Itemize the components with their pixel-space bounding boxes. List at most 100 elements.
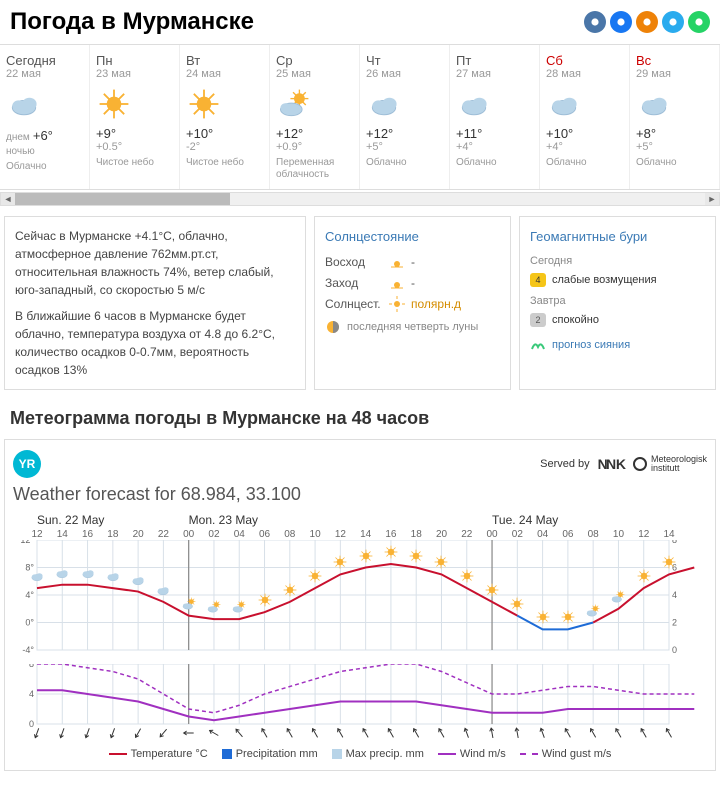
day-date: 26 мая — [366, 68, 443, 80]
scrollbar-thumb[interactable] — [15, 193, 230, 205]
chart-weather-icon — [206, 599, 222, 618]
day-desc: Облачно — [366, 157, 443, 169]
share-wa-button[interactable] — [688, 11, 710, 33]
sunset-label: Заход — [325, 274, 383, 292]
day-card[interactable]: Сегодня 22 мая днем +6°ночью Облачно — [0, 45, 90, 189]
geo-tomorrow-label: Завтра — [530, 293, 705, 310]
geo-tomorrow-badge: 2 — [530, 313, 546, 327]
chart-weather-icon — [181, 596, 197, 615]
day-desc: Облачно — [636, 157, 713, 169]
day-card[interactable]: Сб 28 мая +10°+4° Облачно — [540, 45, 630, 189]
chart-weather-icon — [636, 568, 652, 587]
svg-text:0: 0 — [672, 645, 677, 655]
day-name: Чт — [366, 53, 443, 68]
aurora-link[interactable]: прогноз сияния — [552, 337, 630, 354]
share-vk-button[interactable] — [584, 11, 606, 33]
chart-hour-label: 12 — [24, 529, 49, 540]
share-tg-button[interactable] — [662, 11, 684, 33]
svg-text:0°: 0° — [25, 618, 34, 628]
chart-weather-icon — [433, 554, 449, 573]
chart-weather-icon — [610, 589, 626, 608]
met-institute-logo: Meteorologiskinstitutt — [633, 455, 707, 473]
aurora-icon — [530, 337, 546, 353]
geomagnetic-box: Геомагнитные бури Сегодня 4 слабые возму… — [519, 216, 716, 390]
weather-icon — [276, 86, 353, 122]
chart-hour-label: 20 — [429, 529, 454, 540]
chart-hour-label: 08 — [581, 529, 606, 540]
chart-hour-label: 06 — [555, 529, 580, 540]
forecast-strip: Сегодня 22 мая днем +6°ночью ОблачноПн 2… — [0, 44, 720, 190]
geo-today-badge: 4 — [530, 273, 546, 287]
sunrise-label: Восход — [325, 253, 383, 271]
current-conditions-box: Сейчас в Мурманске +4.1°С, облачно, атмо… — [4, 216, 306, 390]
chart-day-label: Sun. 22 May — [37, 513, 189, 527]
day-name: Сб — [546, 53, 623, 68]
sunrise-value: - — [411, 253, 415, 271]
chart-hour-label: 22 — [151, 529, 176, 540]
sunset-value: - — [411, 274, 415, 292]
day-desc: Чистое небо — [96, 157, 173, 169]
chart-hour-label: 22 — [454, 529, 479, 540]
day-card[interactable]: Ср 25 мая +12°+0.9° Переменная облачност… — [270, 45, 360, 189]
day-card[interactable]: Чт 26 мая +12°+5° Облачно — [360, 45, 450, 189]
chart-weather-icon — [535, 609, 551, 628]
chart-hour-label: 10 — [606, 529, 631, 540]
chart-hour-label: 08 — [277, 529, 302, 540]
chart-weather-icon — [105, 568, 121, 587]
svg-text:4°: 4° — [25, 590, 34, 600]
svg-text:4: 4 — [29, 689, 34, 699]
chart-hour-label: 18 — [404, 529, 429, 540]
day-name: Сегодня — [6, 53, 83, 68]
weather-icon — [456, 86, 533, 122]
share-ok-button[interactable] — [636, 11, 658, 33]
day-desc: Переменная облачность — [276, 157, 353, 181]
svg-text:12°: 12° — [20, 540, 34, 545]
current-conditions-text: Сейчас в Мурманске +4.1°С, облачно, атмо… — [15, 227, 295, 299]
chart-hour-label: 02 — [505, 529, 530, 540]
share-fb-button[interactable] — [610, 11, 632, 33]
chart-hour-label: 10 — [302, 529, 327, 540]
day-card[interactable]: Пн 23 мая +9°+0.5° Чистое небо — [90, 45, 180, 189]
svg-text:8: 8 — [672, 540, 677, 545]
day-card[interactable]: Вс 29 мая +8°+5° Облачно — [630, 45, 720, 189]
weather-icon — [6, 86, 83, 122]
day-name: Пн — [96, 53, 173, 68]
chart-hour-label: 14 — [656, 529, 681, 540]
chart-hour-label: 14 — [50, 529, 75, 540]
chart-hour-label: 12 — [631, 529, 656, 540]
chart-hour-label: 00 — [479, 529, 504, 540]
chart-weather-icon — [383, 544, 399, 563]
day-card[interactable]: Пт 27 мая +11°+4° Облачно — [450, 45, 540, 189]
scroll-right-arrow[interactable]: ► — [705, 193, 719, 205]
weather-icon — [186, 86, 263, 122]
chart-weather-icon — [459, 568, 475, 587]
social-buttons — [584, 11, 710, 33]
day-date: 22 мая — [6, 68, 83, 80]
day-name: Вс — [636, 53, 713, 68]
meteogram-title: Метеограмма погоды в Мурманске на 48 час… — [10, 408, 710, 429]
sun-box: Солнцестояние Восход - Заход - Солнцест.… — [314, 216, 511, 390]
chart-hour-label: 06 — [252, 529, 277, 540]
geo-today-label: Сегодня — [530, 253, 705, 270]
day-date: 24 мая — [186, 68, 263, 80]
scroll-left-arrow[interactable]: ◄ — [1, 193, 15, 205]
chart-weather-icon — [130, 572, 146, 591]
weather-icon — [546, 86, 623, 122]
svg-text:-4°: -4° — [22, 645, 34, 655]
svg-text:8: 8 — [29, 664, 34, 669]
chart-hour-label: 12 — [328, 529, 353, 540]
chart-hour-label: 16 — [378, 529, 403, 540]
horizontal-scrollbar[interactable]: ◄ ► — [0, 192, 720, 206]
geo-title: Геомагнитные бури — [530, 227, 705, 247]
chart-hour-label: 04 — [530, 529, 555, 540]
svg-text:0: 0 — [29, 719, 34, 729]
day-card[interactable]: Вт 24 мая +10°-2° Чистое небо — [180, 45, 270, 189]
solstice-value: полярн.д — [411, 295, 461, 313]
day-date: 25 мая — [276, 68, 353, 80]
page-title: Погода в Мурманске — [10, 8, 254, 36]
sun-title: Солнцестояние — [325, 227, 500, 247]
legend-item: Precipitation mm — [222, 748, 318, 760]
meteogram-box: YR Served by NИK Meteorologiskinstitutt … — [4, 439, 716, 771]
chart-weather-icon — [408, 548, 424, 567]
day-name: Ср — [276, 53, 353, 68]
